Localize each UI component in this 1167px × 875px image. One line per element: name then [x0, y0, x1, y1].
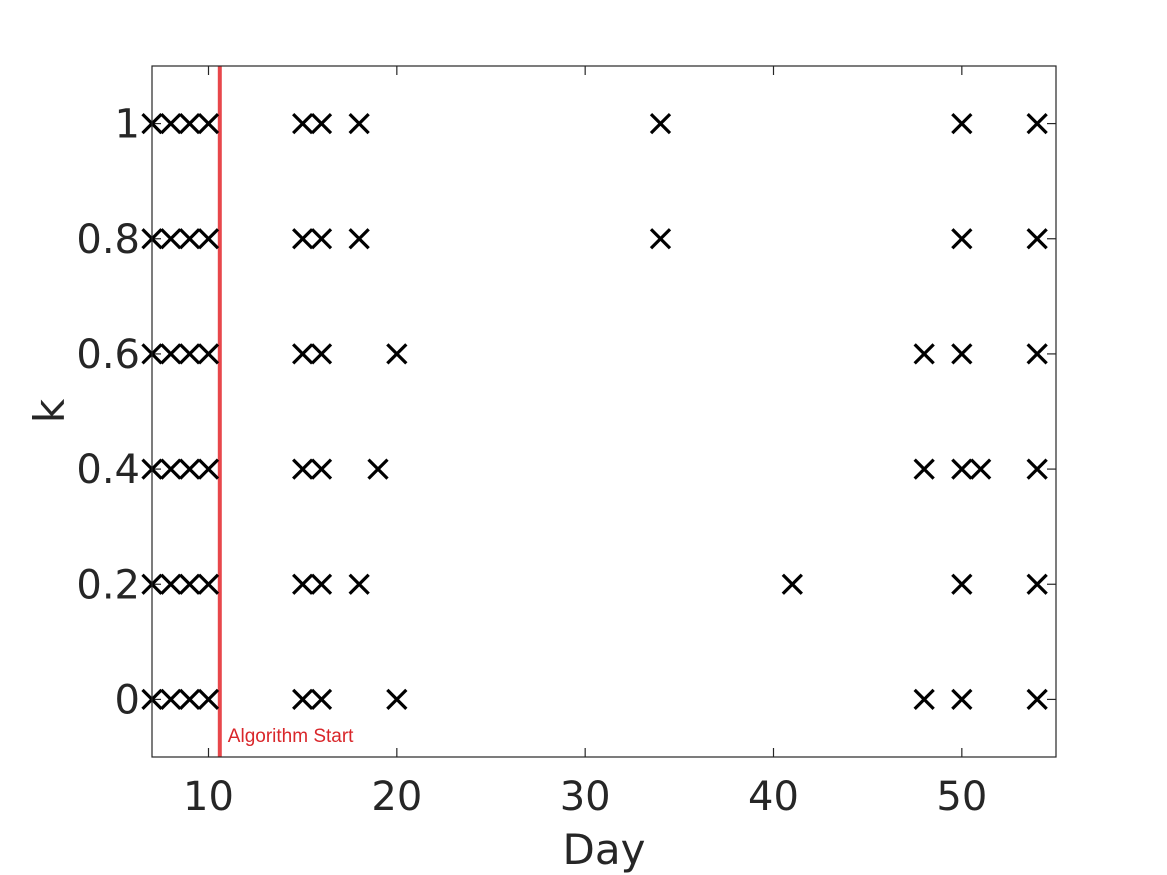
x-tick-label: 10 — [183, 774, 234, 820]
data-point — [310, 112, 333, 135]
tick-labels: 10 20 30 40 50 0 0.2 0.4 0.6 0.8 1 — [76, 102, 987, 820]
data-point — [348, 112, 370, 135]
plot-background — [152, 66, 1056, 757]
data-point — [386, 343, 408, 365]
data-point — [310, 688, 333, 711]
data-point — [951, 112, 973, 135]
data-point — [1026, 112, 1048, 135]
data-point — [1026, 458, 1048, 480]
data-point — [367, 458, 389, 480]
data-point — [1026, 573, 1048, 595]
data-point — [951, 688, 973, 711]
x-tick-label: 50 — [936, 774, 987, 820]
data-point — [179, 458, 201, 480]
data-point — [197, 228, 220, 250]
data-point — [386, 688, 408, 711]
data-point — [310, 573, 333, 595]
data-point — [649, 112, 672, 135]
data-point — [1026, 688, 1048, 711]
x-tick-label: 40 — [748, 774, 799, 820]
data-point — [197, 343, 220, 365]
data-point — [292, 573, 314, 595]
data-point — [292, 112, 314, 135]
data-point — [951, 228, 973, 250]
data-point — [1026, 228, 1048, 250]
data-point — [197, 112, 220, 135]
data-point — [310, 228, 333, 250]
data-point — [951, 343, 973, 365]
data-point — [197, 573, 220, 595]
data-point — [197, 688, 220, 711]
plot-frame — [151, 65, 1057, 758]
data-point — [951, 573, 973, 595]
x-tick-label: 20 — [371, 774, 422, 820]
data-point — [292, 228, 314, 250]
data-point — [348, 573, 370, 595]
data-point — [913, 343, 935, 365]
y-axis-label: k — [25, 398, 74, 423]
data-point — [292, 688, 314, 711]
data-point — [160, 343, 182, 365]
data-point — [1026, 343, 1048, 365]
data-point — [348, 228, 370, 250]
data-point — [781, 573, 803, 595]
data-point — [649, 228, 672, 250]
data-point — [160, 688, 182, 711]
data-point — [160, 228, 182, 250]
data-point — [160, 458, 182, 480]
algorithm-start-label: Algorithm Start — [228, 726, 354, 747]
data-point — [179, 228, 201, 250]
data-point — [310, 343, 333, 365]
data-point — [970, 458, 992, 480]
x-axis-label: Day — [563, 825, 646, 874]
data-point — [160, 112, 182, 135]
y-tick-label: 0.8 — [76, 217, 140, 263]
y-tick-label: 1 — [115, 102, 140, 148]
data-point — [179, 112, 201, 135]
y-tick-label: 0.4 — [76, 447, 140, 493]
data-point — [310, 458, 333, 480]
data-point — [197, 458, 220, 480]
data-point — [179, 688, 201, 711]
data-point — [179, 573, 201, 595]
data-point — [160, 573, 182, 595]
y-tick-label: 0.2 — [76, 562, 140, 608]
data-point — [292, 458, 314, 480]
data-point — [951, 458, 973, 480]
data-point — [913, 688, 935, 711]
x-tick-label: 30 — [560, 774, 611, 820]
y-tick-label: 0 — [115, 677, 140, 723]
data-point — [292, 343, 314, 365]
data-point — [913, 458, 935, 480]
y-tick-label: 0.6 — [76, 332, 140, 378]
data-point — [179, 343, 201, 365]
